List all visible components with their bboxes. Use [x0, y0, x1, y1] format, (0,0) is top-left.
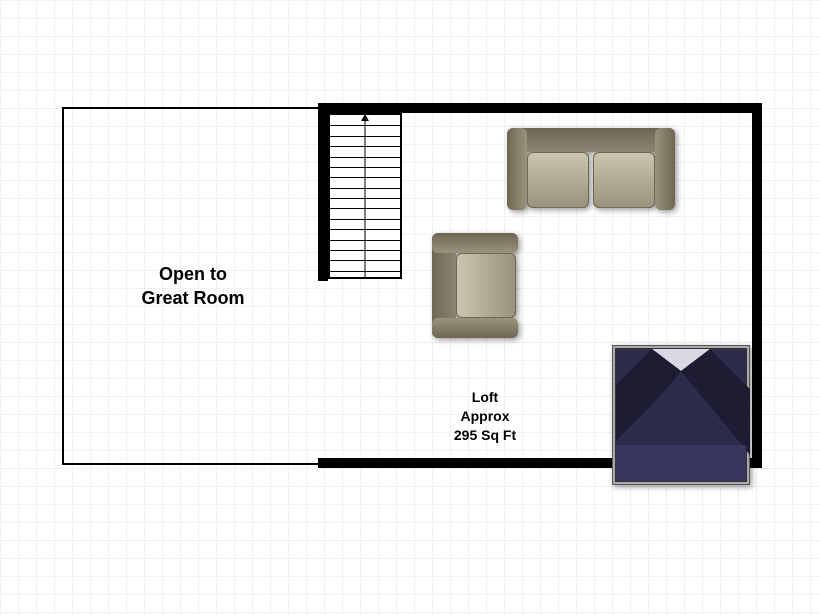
wall-right [752, 103, 762, 468]
furniture-armchair [432, 233, 518, 338]
wall-open-left [62, 107, 64, 464]
wall-top-right [318, 103, 762, 113]
wall-open-top [62, 107, 318, 109]
stairs-arrow-line [365, 115, 366, 277]
furniture-bed [612, 345, 750, 485]
floor-plan: Open to Great Room Loft Approx 295 Sq Ft [0, 0, 820, 615]
stairs [328, 113, 402, 279]
label-open-to-great-room: Open to Great Room [108, 262, 278, 311]
wall-open-bottom [62, 463, 328, 465]
wall-stair-left [318, 103, 328, 281]
label-loft: Loft Approx 295 Sq Ft [430, 388, 540, 445]
furniture-loveseat [507, 128, 675, 210]
bed-cover-fold [612, 345, 750, 485]
stairs-arrow-head [361, 114, 369, 121]
